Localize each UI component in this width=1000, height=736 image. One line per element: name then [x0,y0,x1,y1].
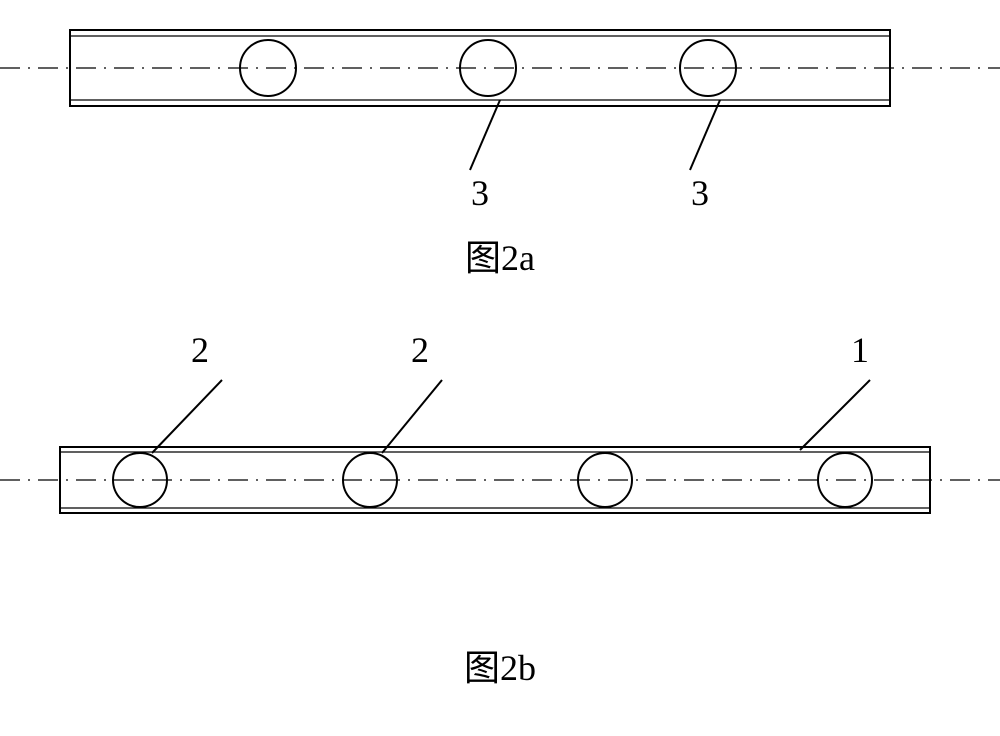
svg-text:1: 1 [851,330,869,370]
svg-text:3: 3 [471,173,489,213]
svg-text:图2a: 图2a [465,238,535,278]
svg-text:图2b: 图2b [464,648,536,688]
svg-text:2: 2 [411,330,429,370]
background [0,0,1000,736]
svg-text:2: 2 [191,330,209,370]
svg-text:3: 3 [691,173,709,213]
